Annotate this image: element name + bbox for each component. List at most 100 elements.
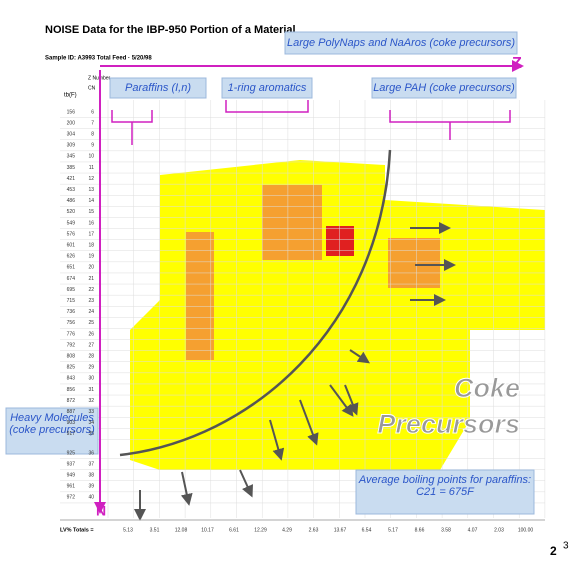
total: 5.17 bbox=[388, 527, 398, 533]
cell-lines bbox=[60, 100, 546, 518]
col-head: CN bbox=[88, 85, 96, 91]
total: 13.67 bbox=[334, 527, 347, 533]
row-tb: 486 bbox=[67, 198, 76, 204]
row-cn: 40 bbox=[88, 495, 94, 501]
coke-text: Coke Precursors bbox=[377, 373, 520, 440]
col-head: tb(F) bbox=[64, 93, 77, 99]
row-tb: 925 bbox=[67, 450, 76, 456]
row-cn: 27 bbox=[88, 342, 94, 348]
callout: Average boiling points for paraffins: C2… bbox=[358, 474, 532, 498]
row-tb: 156 bbox=[67, 109, 76, 115]
row-tb: 674 bbox=[67, 276, 76, 282]
callout-box bbox=[284, 31, 518, 55]
row-cn: 29 bbox=[88, 365, 94, 371]
row-cn: 16 bbox=[88, 220, 94, 226]
red-cell bbox=[326, 226, 354, 256]
row-cn: 32 bbox=[88, 398, 94, 404]
row-cn: 38 bbox=[88, 473, 94, 479]
row-tb: 715 bbox=[67, 298, 76, 304]
row-tb: 626 bbox=[67, 254, 76, 260]
total: 2.03 bbox=[494, 527, 504, 533]
row-tb: 887 bbox=[67, 409, 76, 415]
row-cn: 9 bbox=[91, 143, 94, 149]
row-cn: 8 bbox=[91, 132, 94, 138]
total: 12.29 bbox=[254, 527, 267, 533]
row-cn: 26 bbox=[88, 331, 94, 337]
brackets bbox=[111, 100, 511, 145]
row-cn: 30 bbox=[88, 376, 94, 382]
page-number: 2 bbox=[550, 544, 557, 558]
row-tb: 825 bbox=[67, 365, 76, 371]
row-cn: 14 bbox=[88, 198, 94, 204]
row-tb: 917 bbox=[67, 431, 76, 437]
row-tb: 843 bbox=[67, 376, 76, 382]
row-tb: 651 bbox=[67, 265, 76, 271]
row-tb: 520 bbox=[67, 209, 76, 215]
row-tb: 903 bbox=[67, 420, 76, 426]
callout-box bbox=[355, 469, 535, 515]
orange-patch bbox=[388, 238, 440, 288]
row-tb: 872 bbox=[67, 398, 76, 404]
row-cn: 37 bbox=[88, 461, 94, 467]
total: 3.51 bbox=[150, 527, 160, 533]
total: 12.08 bbox=[175, 527, 188, 533]
row-cn: 21 bbox=[88, 276, 94, 282]
row-tb: 304 bbox=[67, 132, 76, 138]
totals-label: LV% Totals = bbox=[60, 527, 94, 533]
z-label: Z bbox=[512, 55, 522, 72]
row-cn: 12 bbox=[88, 176, 94, 182]
row-cn: 7 bbox=[91, 120, 94, 126]
row-cn: 34 bbox=[88, 420, 94, 426]
row-cn: 23 bbox=[88, 298, 94, 304]
total: 4.29 bbox=[282, 527, 292, 533]
callout: Heavy Molecules (coke precursors) bbox=[9, 412, 95, 436]
callout: Large PAH (coke precursors) bbox=[373, 82, 515, 94]
title: NOISE Data for the IBP-950 Portion of a … bbox=[45, 24, 296, 36]
row-cn: 25 bbox=[88, 320, 94, 326]
total: 100.00 bbox=[518, 527, 534, 533]
row-cn: 10 bbox=[88, 154, 94, 160]
total: 4.07 bbox=[468, 527, 478, 533]
total: 10.17 bbox=[201, 527, 214, 533]
row-tb: 756 bbox=[67, 320, 76, 326]
row-tb: 856 bbox=[67, 387, 76, 393]
row-tb: 421 bbox=[67, 176, 76, 182]
page-sup: 3 bbox=[563, 541, 569, 552]
callout: 1-ring aromatics bbox=[228, 82, 307, 94]
orange-patch bbox=[262, 185, 322, 260]
row-tb: 453 bbox=[67, 187, 76, 193]
total: 3.58 bbox=[441, 527, 451, 533]
row-tb: 776 bbox=[67, 331, 76, 337]
callout-box bbox=[221, 77, 313, 99]
row-tb: 792 bbox=[67, 342, 76, 348]
n-label: N bbox=[96, 503, 106, 519]
row-tb: 200 bbox=[67, 120, 76, 126]
row-cn: 20 bbox=[88, 265, 94, 271]
total: 8.66 bbox=[415, 527, 425, 533]
row-cn: 22 bbox=[88, 287, 94, 293]
callout: Large PolyNaps and NaAros (coke precurso… bbox=[287, 37, 515, 49]
row-cn: 17 bbox=[88, 231, 94, 237]
total: 2.63 bbox=[309, 527, 319, 533]
row-tb: 385 bbox=[67, 165, 76, 171]
row-cn: 6 bbox=[91, 109, 94, 115]
row-tb: 601 bbox=[67, 243, 76, 249]
row-tb: 309 bbox=[67, 143, 76, 149]
row-cn: 19 bbox=[88, 254, 94, 260]
row-tb: 961 bbox=[67, 484, 76, 490]
callout: Paraffins (I,n) bbox=[125, 82, 191, 94]
row-cn: 28 bbox=[88, 354, 94, 360]
row-cn: 39 bbox=[88, 484, 94, 490]
row-cn: 18 bbox=[88, 243, 94, 249]
row-tb: 549 bbox=[67, 220, 76, 226]
row-cn: 31 bbox=[88, 387, 94, 393]
row-tb: 695 bbox=[67, 287, 76, 293]
row-cn: 11 bbox=[89, 165, 94, 171]
row-cn: 33 bbox=[88, 409, 94, 415]
row-cn: 36 bbox=[88, 450, 94, 456]
curve bbox=[119, 149, 392, 457]
row-tb: 808 bbox=[67, 354, 76, 360]
callout-box bbox=[109, 77, 207, 99]
row-tb: 576 bbox=[67, 231, 76, 237]
